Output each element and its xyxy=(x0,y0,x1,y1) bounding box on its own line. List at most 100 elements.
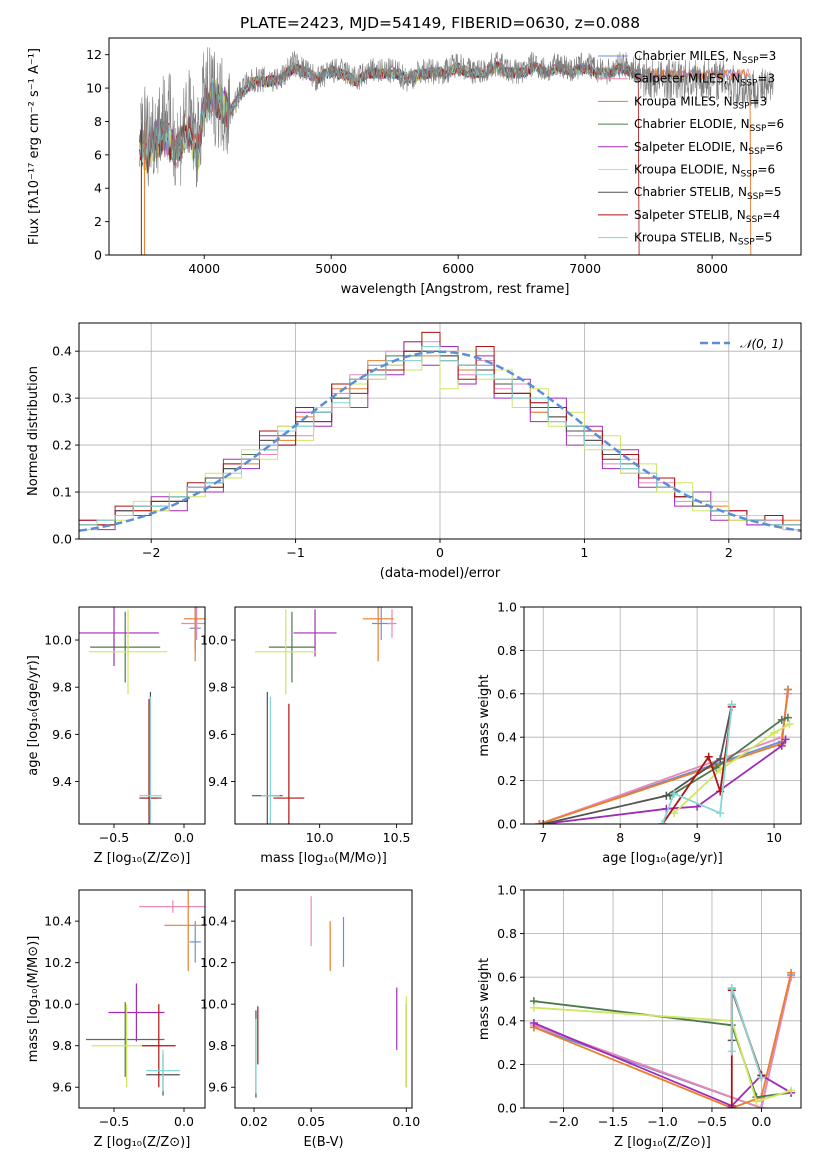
x-tick-label: −2 xyxy=(142,545,160,560)
weight-line-kroupa-elodie xyxy=(533,1006,792,1103)
plot-area xyxy=(86,890,205,1096)
y-tick-label: 9.4 xyxy=(208,774,228,789)
weight-marker xyxy=(781,735,790,744)
x-tick-label: 0.0 xyxy=(751,1114,771,1129)
x-tick-label: 8 xyxy=(616,830,624,845)
legend-label: Kroupa STELIB, NSSP=5 xyxy=(634,231,772,248)
weight-marker xyxy=(777,741,786,750)
weight-line-salpeter-miles xyxy=(533,977,792,1108)
x-tick-label: 0 xyxy=(436,545,444,560)
x-tick-label: 6000 xyxy=(442,261,474,276)
axes-frame xyxy=(78,606,206,825)
x-tick-label: −0.5 xyxy=(99,830,129,845)
plot-area xyxy=(79,607,205,824)
panel-age_vs_Z: −0.5 0.0 9.4 9.6 9.8 10.0 Z [log₁₀(Z/Z⊙)] age [… xyxy=(26,606,206,866)
y-tick-label: 1.0 xyxy=(497,600,517,615)
x-tick-label: 5000 xyxy=(315,261,347,276)
legend-label: Salpeter ELODIE, NSSP=6 xyxy=(634,140,783,157)
weight-marker xyxy=(529,1018,538,1027)
weight-line-salpeter-elodie xyxy=(533,1022,792,1107)
weight-line-kroupa-miles xyxy=(533,972,792,1108)
y-tick-label: 9.6 xyxy=(208,1080,228,1095)
y-tick-label: 10.2 xyxy=(200,955,228,970)
x-tick-label: 4000 xyxy=(188,261,220,276)
y-tick-label: 9.4 xyxy=(52,774,72,789)
weight-marker xyxy=(529,1003,538,1012)
y-tick-label: 0.3 xyxy=(52,391,72,406)
x-tick-label: 0.10 xyxy=(392,1114,420,1129)
axes-frame xyxy=(78,889,206,1109)
weight-marker xyxy=(757,1073,766,1082)
figure-title: PLATE=2423, MJD=54149, FIBERID=0630, z=0… xyxy=(240,14,640,32)
weight-line-chabrier-stelib xyxy=(542,704,733,824)
x-tick-label: 2 xyxy=(725,545,733,560)
y-axis-label: Flux [fλ10⁻¹⁷ erg cm⁻² s⁻¹ A⁻¹] xyxy=(27,48,42,245)
x-tick-label: 10.0 xyxy=(306,830,334,845)
x-tick-label: 0.05 xyxy=(297,1114,325,1129)
panel-spectrum: 4000 5000 6000 7000 8000 0 2 4 6 8 10 12 wavelength … xyxy=(27,37,802,297)
weight-marker xyxy=(716,809,725,818)
panel-mass_vs_Z: −0.5 0.0 9.6 9.8 10.0 10.2 10.4 Z [log₁₀(Z/Z⊙)]… xyxy=(26,889,206,1150)
panel-mass_weight_vs_Z: −2.0 −1.5 −1.0 −0.5 0.0 0.0 0.2 0.4 0.6 0.8 1.0 Z [… xyxy=(477,883,802,1150)
y-tick-label: 0.4 xyxy=(497,730,517,745)
y-axis-label: mass weight xyxy=(477,674,492,756)
weight-marker xyxy=(783,685,792,694)
x-axis-label: age [log₁₀(age/yr)] xyxy=(602,851,723,866)
y-tick-label: 9.8 xyxy=(52,680,72,695)
y-tick-label: 10 xyxy=(86,81,102,96)
x-tick-label: 9 xyxy=(693,830,701,845)
y-tick-label: 10.0 xyxy=(200,633,228,648)
y-tick-label: 0.0 xyxy=(497,817,517,832)
panel-mass_weight_vs_age: 7 8 9 10 0.0 0.2 0.4 0.6 0.8 1.0 age [log₁₀(age/yr… xyxy=(477,600,802,866)
y-tick-label: 10.4 xyxy=(200,914,228,929)
y-tick-label: 9.8 xyxy=(208,680,228,695)
y-tick-label: 0.8 xyxy=(497,643,517,658)
x-tick-label: −2.0 xyxy=(548,1114,578,1129)
axes-frame xyxy=(108,37,802,256)
y-tick-label: 8 xyxy=(94,114,102,129)
legend-label: Chabrier ELODIE, NSSP=6 xyxy=(634,117,784,134)
y-tick-label: 0.4 xyxy=(497,1013,517,1028)
weight-marker xyxy=(535,820,544,824)
weight-marker xyxy=(783,713,792,722)
y-tick-label: 0.4 xyxy=(52,344,72,359)
hist-step-kroupa-elodie xyxy=(79,331,801,531)
weight-marker xyxy=(787,1086,796,1095)
y-tick-label: 10.2 xyxy=(44,955,72,970)
panel-mass_vs_ebv: 0.02 0.05 0.10 9.6 9.8 10.0 10.2 10.4 E(B-V) xyxy=(200,889,420,1150)
y-tick-label: 9.6 xyxy=(52,1080,72,1095)
x-tick-label: 10 xyxy=(766,830,782,845)
weight-marker xyxy=(727,1104,736,1108)
x-tick-label: 7 xyxy=(539,830,547,845)
weight-marker xyxy=(785,720,794,729)
x-axis-label: wavelength [Angstrom, rest frame] xyxy=(341,282,570,297)
x-tick-label: −1.5 xyxy=(598,1114,628,1129)
y-axis-label: mass weight xyxy=(477,958,492,1040)
axes-frame xyxy=(234,889,413,1109)
y-tick-label: 0.2 xyxy=(52,438,72,453)
x-axis-label: (data-model)/error xyxy=(380,566,501,581)
y-tick-label: 9.8 xyxy=(52,1038,72,1053)
legend-label: Chabrier STELIB, NSSP=5 xyxy=(634,185,782,202)
y-tick-label: 0.1 xyxy=(52,485,72,500)
y-tick-label: 0.0 xyxy=(52,532,72,547)
data-spectrum-line xyxy=(140,47,774,188)
y-tick-label: 0.6 xyxy=(497,970,517,985)
weight-line-chabrier-elodie xyxy=(669,716,789,797)
weight-line-kroupa-stelib xyxy=(661,704,733,824)
y-tick-label: 9.6 xyxy=(52,727,72,742)
weight-marker xyxy=(704,752,713,761)
y-tick-label: 0.2 xyxy=(497,773,517,788)
legend-label: Chabrier MILES, NSSP=3 xyxy=(634,49,776,66)
weight-line-kroupa-elodie xyxy=(673,723,790,814)
x-axis-label: Z [log₁₀(Z/Z⊙)] xyxy=(94,851,191,866)
x-axis-label: Z [log₁₀(Z/Z⊙)] xyxy=(614,1135,711,1150)
x-axis-label: E(B-V) xyxy=(303,1135,343,1150)
x-tick-label: 8000 xyxy=(696,261,728,276)
panel-age_vs_mass: 10.0 10.5 9.4 9.6 9.8 10.0 mass [log₁₀(M/M⊙)] xyxy=(200,606,413,866)
weight-marker xyxy=(770,728,779,737)
weight-marker xyxy=(658,820,667,824)
plot-area xyxy=(79,331,801,533)
y-tick-label: 0.8 xyxy=(497,926,517,941)
y-tick-label: 10.4 xyxy=(44,914,72,929)
